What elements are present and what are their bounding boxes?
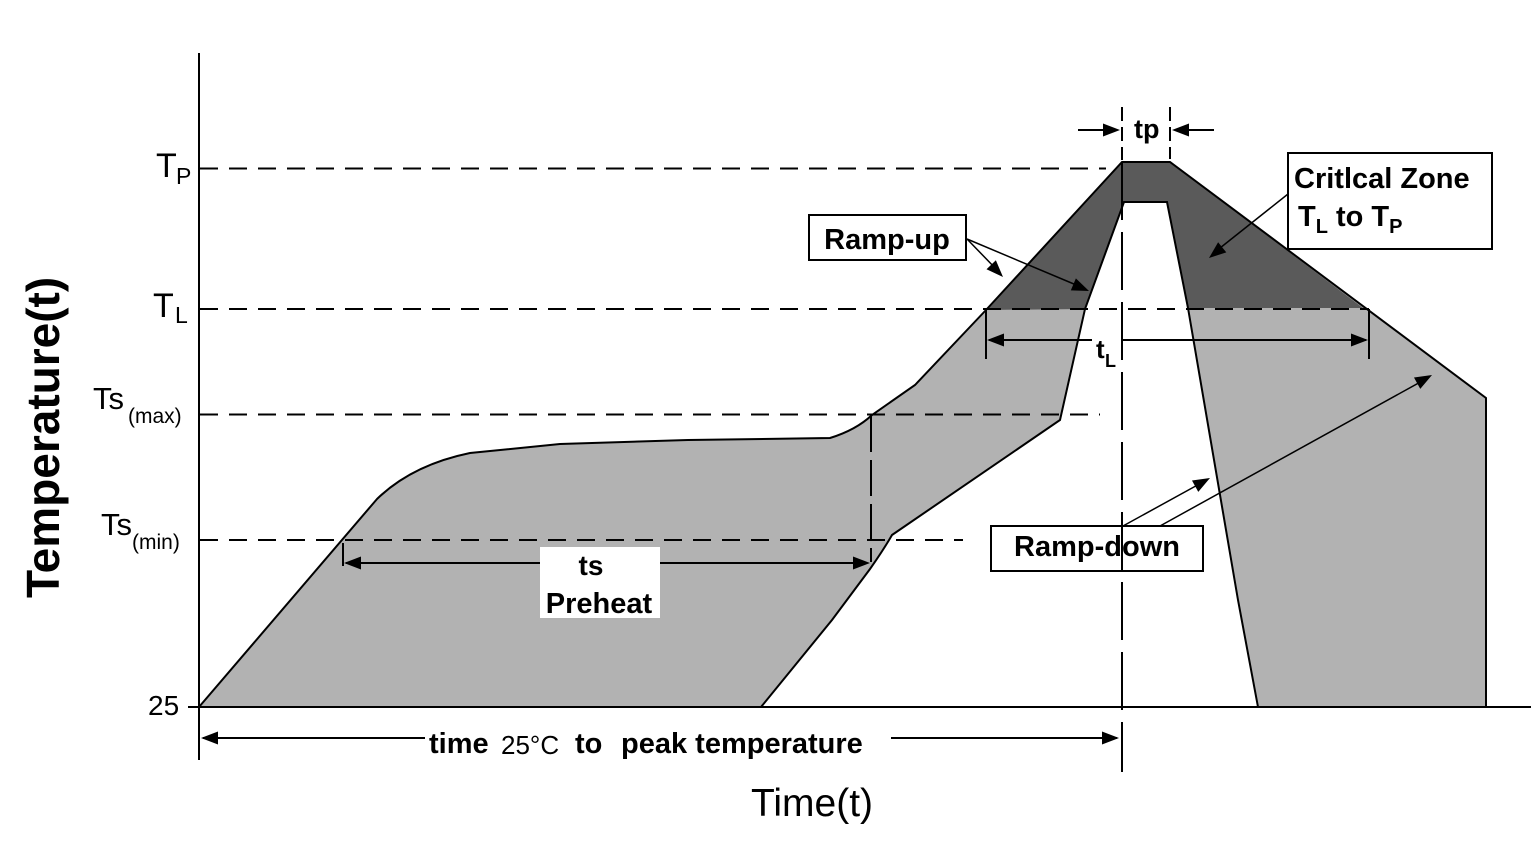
svg-text:time: time [429,728,489,760]
svg-text:Ts: Ts [93,381,124,416]
svg-text:tp: tp [1134,114,1159,144]
svg-text:Preheat: Preheat [546,588,653,620]
svg-text:25°C: 25°C [501,730,559,760]
svg-text:Temperature(t): Temperature(t) [17,277,69,598]
svg-text:P: P [176,163,191,189]
svg-text:Time(t): Time(t) [751,782,873,825]
svg-text:TL to TP: TL to TP [1298,201,1402,238]
svg-text:Ts: Ts [101,507,132,542]
svg-text:to: to [575,728,602,760]
svg-text:(max): (max) [128,405,182,428]
svg-text:T: T [156,147,177,185]
svg-text:Critlcal Zone: Critlcal Zone [1294,163,1470,195]
svg-text:T: T [153,287,174,325]
svg-text:t: t [1096,334,1105,364]
svg-text:(min): (min) [132,531,180,554]
svg-text:25: 25 [148,690,179,721]
svg-text:L: L [175,302,188,328]
svg-text:Ramp-up: Ramp-up [824,224,950,256]
svg-text:L: L [1105,351,1116,371]
svg-text:Ramp-down: Ramp-down [1014,531,1180,563]
svg-text:peak temperature: peak temperature [621,728,863,760]
svg-text:ts: ts [579,550,604,581]
